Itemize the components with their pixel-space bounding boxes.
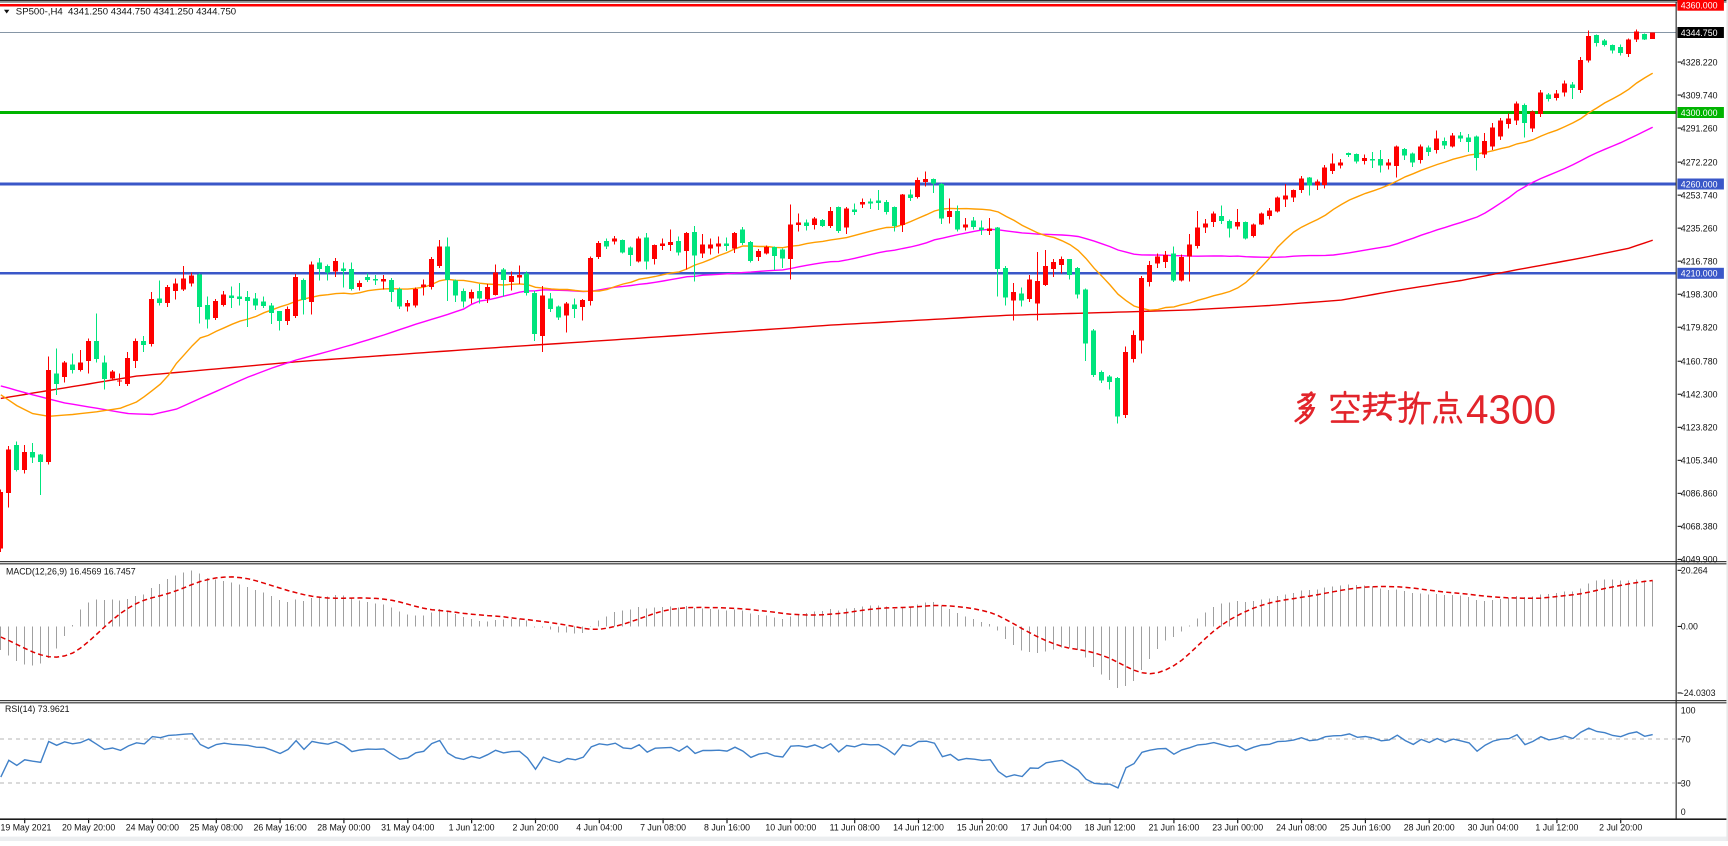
svg-text:4253.740: 4253.740 [1681,190,1718,200]
svg-text:RSI(14) 73.9621: RSI(14) 73.9621 [5,704,70,714]
svg-text:4216.780: 4216.780 [1681,257,1718,267]
svg-text:4272.220: 4272.220 [1681,157,1718,167]
svg-text:4142.300: 4142.300 [1681,390,1718,400]
svg-text:SP500-,H4 4341.250 4344.750 4: SP500-,H4 4341.250 4344.750 4341.250 434… [16,6,236,17]
svg-text:2 Jul 20:00: 2 Jul 20:00 [1599,823,1642,833]
svg-text:25 May 08:00: 25 May 08:00 [190,823,243,833]
svg-text:4198.300: 4198.300 [1681,290,1718,300]
svg-text:20.264: 20.264 [1681,566,1708,576]
svg-text:4309.740: 4309.740 [1681,90,1718,100]
svg-text:19 May 2021: 19 May 2021 [1,823,52,833]
svg-text:23 Jun 00:00: 23 Jun 00:00 [1212,823,1263,833]
svg-text:25 Jun 16:00: 25 Jun 16:00 [1340,823,1391,833]
svg-text:2 Jun 20:00: 2 Jun 20:00 [513,823,559,833]
svg-text:24 May 00:00: 24 May 00:00 [126,823,179,833]
svg-text:4086.860: 4086.860 [1681,489,1718,499]
svg-text:15 Jun 20:00: 15 Jun 20:00 [957,823,1008,833]
svg-text:17 Jun 04:00: 17 Jun 04:00 [1021,823,1072,833]
svg-text:4260.000: 4260.000 [1681,179,1718,189]
svg-text:4235.260: 4235.260 [1681,224,1718,234]
svg-text:70: 70 [1681,734,1691,744]
svg-text:31 May 04:00: 31 May 04:00 [381,823,434,833]
svg-text:4210.000: 4210.000 [1681,269,1718,279]
svg-text:4300.000: 4300.000 [1681,108,1718,118]
svg-text:21 Jun 16:00: 21 Jun 16:00 [1148,823,1199,833]
svg-text:0: 0 [1681,807,1686,817]
svg-text:28 May 00:00: 28 May 00:00 [317,823,370,833]
svg-text:10 Jun 00:00: 10 Jun 00:00 [765,823,816,833]
svg-text:4291.260: 4291.260 [1681,123,1718,133]
svg-text:26 May 16:00: 26 May 16:00 [253,823,306,833]
svg-text:0.00: 0.00 [1681,622,1698,632]
svg-text:100: 100 [1681,705,1696,715]
svg-text:18 Jun 12:00: 18 Jun 12:00 [1085,823,1136,833]
svg-text:1 Jul 12:00: 1 Jul 12:00 [1535,823,1578,833]
svg-text:8 Jun 16:00: 8 Jun 16:00 [704,823,750,833]
svg-text:1 Jun 12:00: 1 Jun 12:00 [449,823,495,833]
svg-text:24 Jun 08:00: 24 Jun 08:00 [1276,823,1327,833]
svg-text:7 Jun 08:00: 7 Jun 08:00 [640,823,686,833]
svg-text:4123.820: 4123.820 [1681,423,1718,433]
svg-text:4105.340: 4105.340 [1681,456,1718,466]
svg-text:MACD(12,26,9) 16.4569 16.7457: MACD(12,26,9) 16.4569 16.7457 [6,567,136,577]
svg-text:4344.750: 4344.750 [1681,28,1718,38]
svg-text:14 Jun 12:00: 14 Jun 12:00 [893,823,944,833]
svg-text:4179.820: 4179.820 [1681,323,1718,333]
svg-text:4160.780: 4160.780 [1681,357,1718,367]
svg-text:4049.900: 4049.900 [1681,555,1718,565]
svg-text:28 Jun 20:00: 28 Jun 20:00 [1404,823,1455,833]
svg-text:30 Jun 04:00: 30 Jun 04:00 [1468,823,1519,833]
svg-text:4328.220: 4328.220 [1681,57,1718,67]
svg-text:30: 30 [1681,778,1691,788]
svg-text:20 May 20:00: 20 May 20:00 [62,823,115,833]
svg-text:11 Jun 08:00: 11 Jun 08:00 [830,823,880,833]
svg-text:4360.000: 4360.000 [1681,1,1718,11]
svg-text:-24.0303: -24.0303 [1681,688,1716,698]
svg-text:4300: 4300 [1466,387,1556,433]
svg-text:4 Jun 04:00: 4 Jun 04:00 [576,823,622,833]
svg-text:4068.380: 4068.380 [1681,522,1718,532]
